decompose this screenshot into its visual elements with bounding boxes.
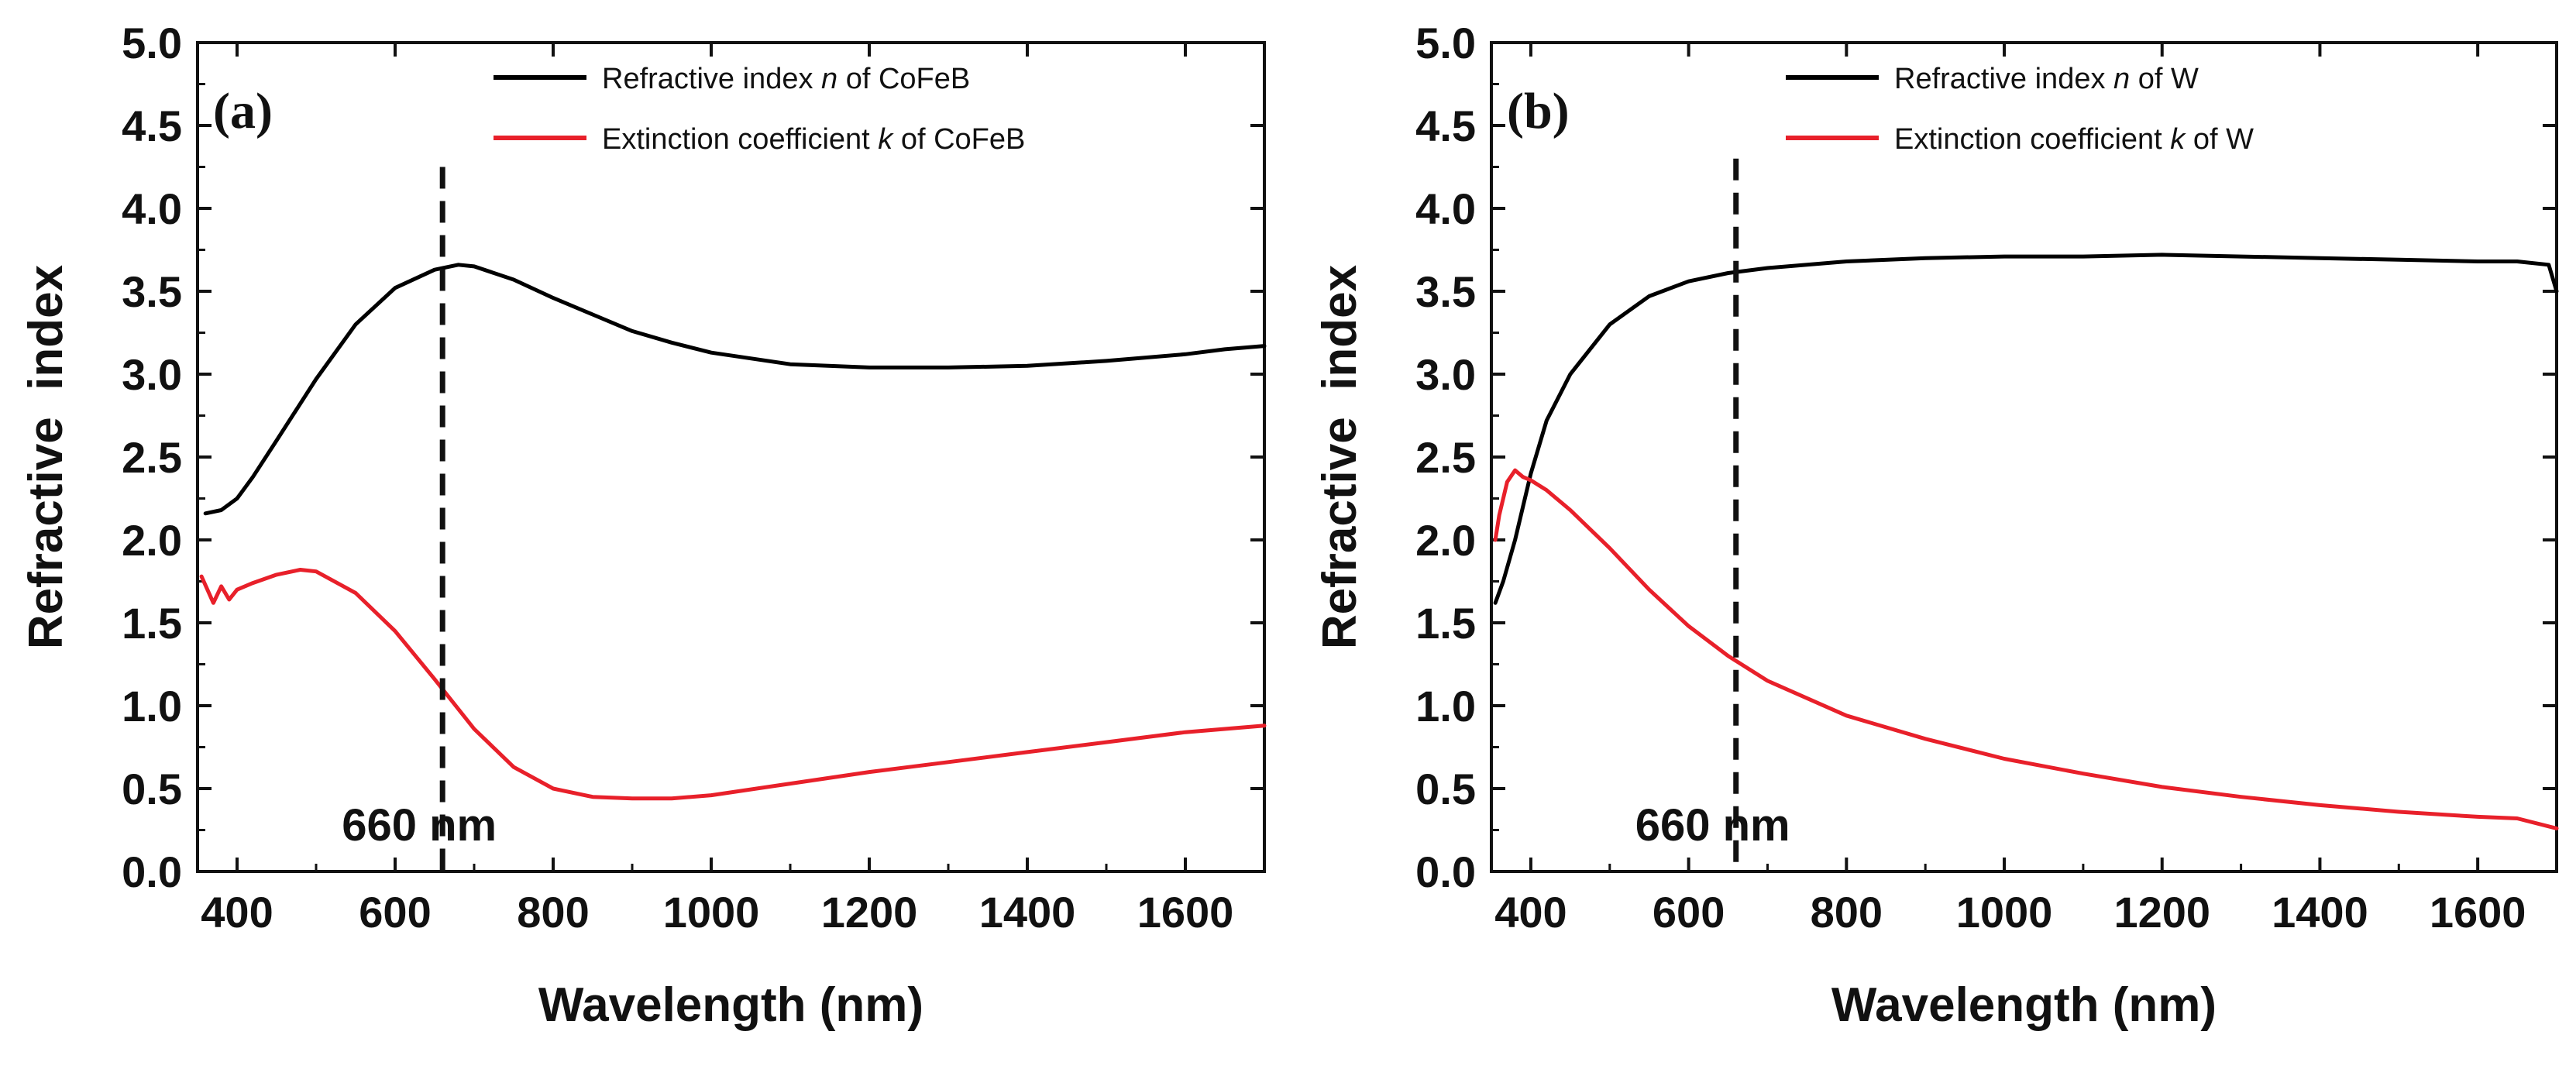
y-tick-label: 1.5: [122, 599, 182, 648]
y-tick-label: 3.0: [122, 350, 182, 399]
y-tick-label: 0.5: [1415, 765, 1476, 813]
y-tick-label: 1.0: [1415, 682, 1476, 730]
x-tick-label: 400: [1494, 888, 1567, 937]
y-tick-label: 5.0: [122, 19, 182, 67]
x-tick-label: 1200: [2113, 888, 2210, 937]
y-tick-label: 4.0: [122, 184, 182, 233]
x-tick-label: 800: [1811, 888, 1883, 937]
annotation-660nm: 660 nm: [342, 800, 497, 851]
y-axis-title: Refractive index: [19, 264, 73, 649]
y-axis-title: Refractive index: [1313, 264, 1367, 649]
annotation-660nm: 660 nm: [1635, 800, 1790, 851]
chart-panel-2: 0.0 0.5 1.0 1.5 2.0 2.5 3.0 3.5 4.0 4.5 5.0 400 600 8…: [1313, 19, 2559, 1032]
x-axis-title: Wavelength (nm): [538, 978, 923, 1032]
y-tick-label: 0.5: [122, 765, 182, 813]
series-line-n: [1493, 253, 2559, 605]
y-tick-label: 2.5: [122, 433, 182, 482]
y-tick-label: 1.0: [122, 682, 182, 730]
x-tick-label: 1400: [2272, 888, 2368, 937]
y-tick-label: 3.5: [1415, 267, 1476, 316]
x-tick-label: 1400: [979, 888, 1076, 937]
panel-label: (a): [213, 83, 273, 139]
y-tick-label: 3.0: [1415, 350, 1476, 399]
series-line-k: [1493, 468, 2559, 830]
plot-frame: [1490, 41, 2558, 873]
legend-entry-n: Refractive index n of W: [1894, 63, 2199, 95]
x-tick-label: 600: [1653, 888, 1725, 937]
y-tick-label: 2.0: [122, 516, 182, 565]
x-tick-label: 400: [201, 888, 273, 937]
y-tick-label: 4.0: [1415, 184, 1476, 233]
x-tick-label: 1200: [821, 888, 918, 937]
x-tick-label: 1000: [663, 888, 760, 937]
legend-entry-n: Refractive index n of CoFeB: [602, 63, 970, 95]
x-tick-label: 600: [359, 888, 431, 937]
chart-panel-1: 0.0 0.5 1.0 1.5 2.0 2.5 3.0 3.5 4.0 4.5 5.0 400 600 8…: [19, 19, 1267, 1032]
y-tick-label: 4.5: [122, 101, 182, 150]
series-line-k: [199, 568, 1267, 801]
y-tick-label: 0.0: [1415, 847, 1476, 896]
y-tick-label: 3.5: [122, 267, 182, 316]
y-tick-label: 1.5: [1415, 599, 1476, 648]
y-tick-label: 0.0: [122, 847, 182, 896]
legend-entry-k: Extinction coefficient k of W: [1894, 123, 2254, 156]
x-tick-label: 800: [517, 888, 589, 937]
series-line-n: [203, 263, 1267, 516]
x-tick-label: 1000: [1956, 888, 2053, 937]
x-tick-label: 1600: [1137, 888, 1234, 937]
panel-label: (b): [1507, 83, 1570, 139]
legend-entry-k: Extinction coefficient k of CoFeB: [602, 123, 1025, 156]
x-tick-label: 1600: [2430, 888, 2526, 937]
x-axis-title: Wavelength (nm): [1831, 978, 2217, 1032]
plot-frame: [196, 41, 1266, 873]
y-tick-label: 2.5: [1415, 433, 1476, 482]
y-tick-label: 2.0: [1415, 516, 1476, 565]
y-tick-label: 4.5: [1415, 101, 1476, 150]
y-tick-label: 5.0: [1415, 19, 1476, 67]
